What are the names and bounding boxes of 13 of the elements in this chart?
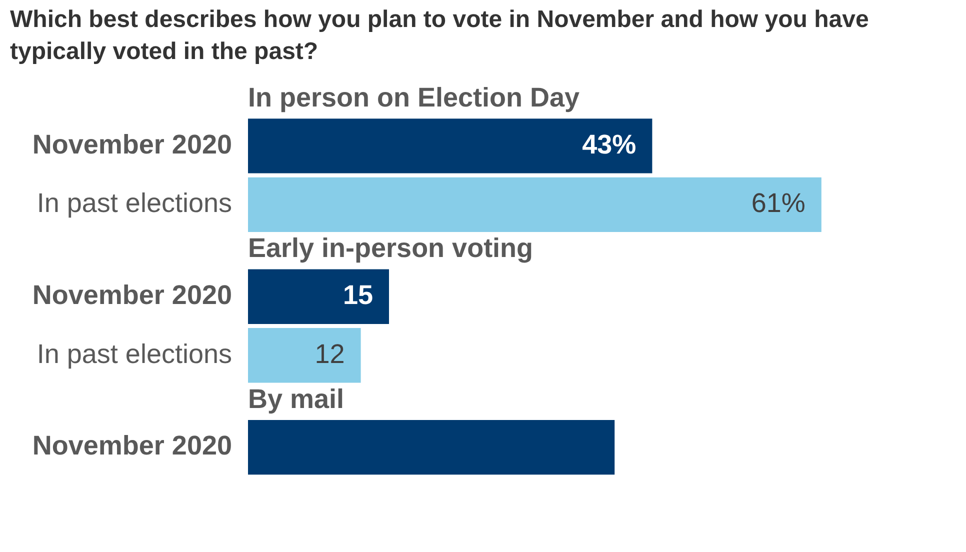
text: November 2020 (32, 430, 232, 461)
series-label: November 2020 (32, 129, 232, 160)
data-label: 61% (751, 188, 806, 218)
text: In past elections (36, 338, 232, 369)
series-label: In past elections (36, 188, 232, 218)
chart-title: Which best describes how you plan to vote in November and how you have typically voted in the past? (9, 5, 870, 67)
y-tick-label: Early in-person voting (248, 233, 534, 264)
data-label: 15 (342, 280, 373, 310)
data-label: 12 (314, 338, 345, 369)
text: November 2020 (32, 280, 232, 310)
y-tick-label: By mail (248, 384, 344, 414)
y-tick-label: In person on Election Day (248, 82, 580, 113)
data-label: 43% (582, 129, 636, 160)
